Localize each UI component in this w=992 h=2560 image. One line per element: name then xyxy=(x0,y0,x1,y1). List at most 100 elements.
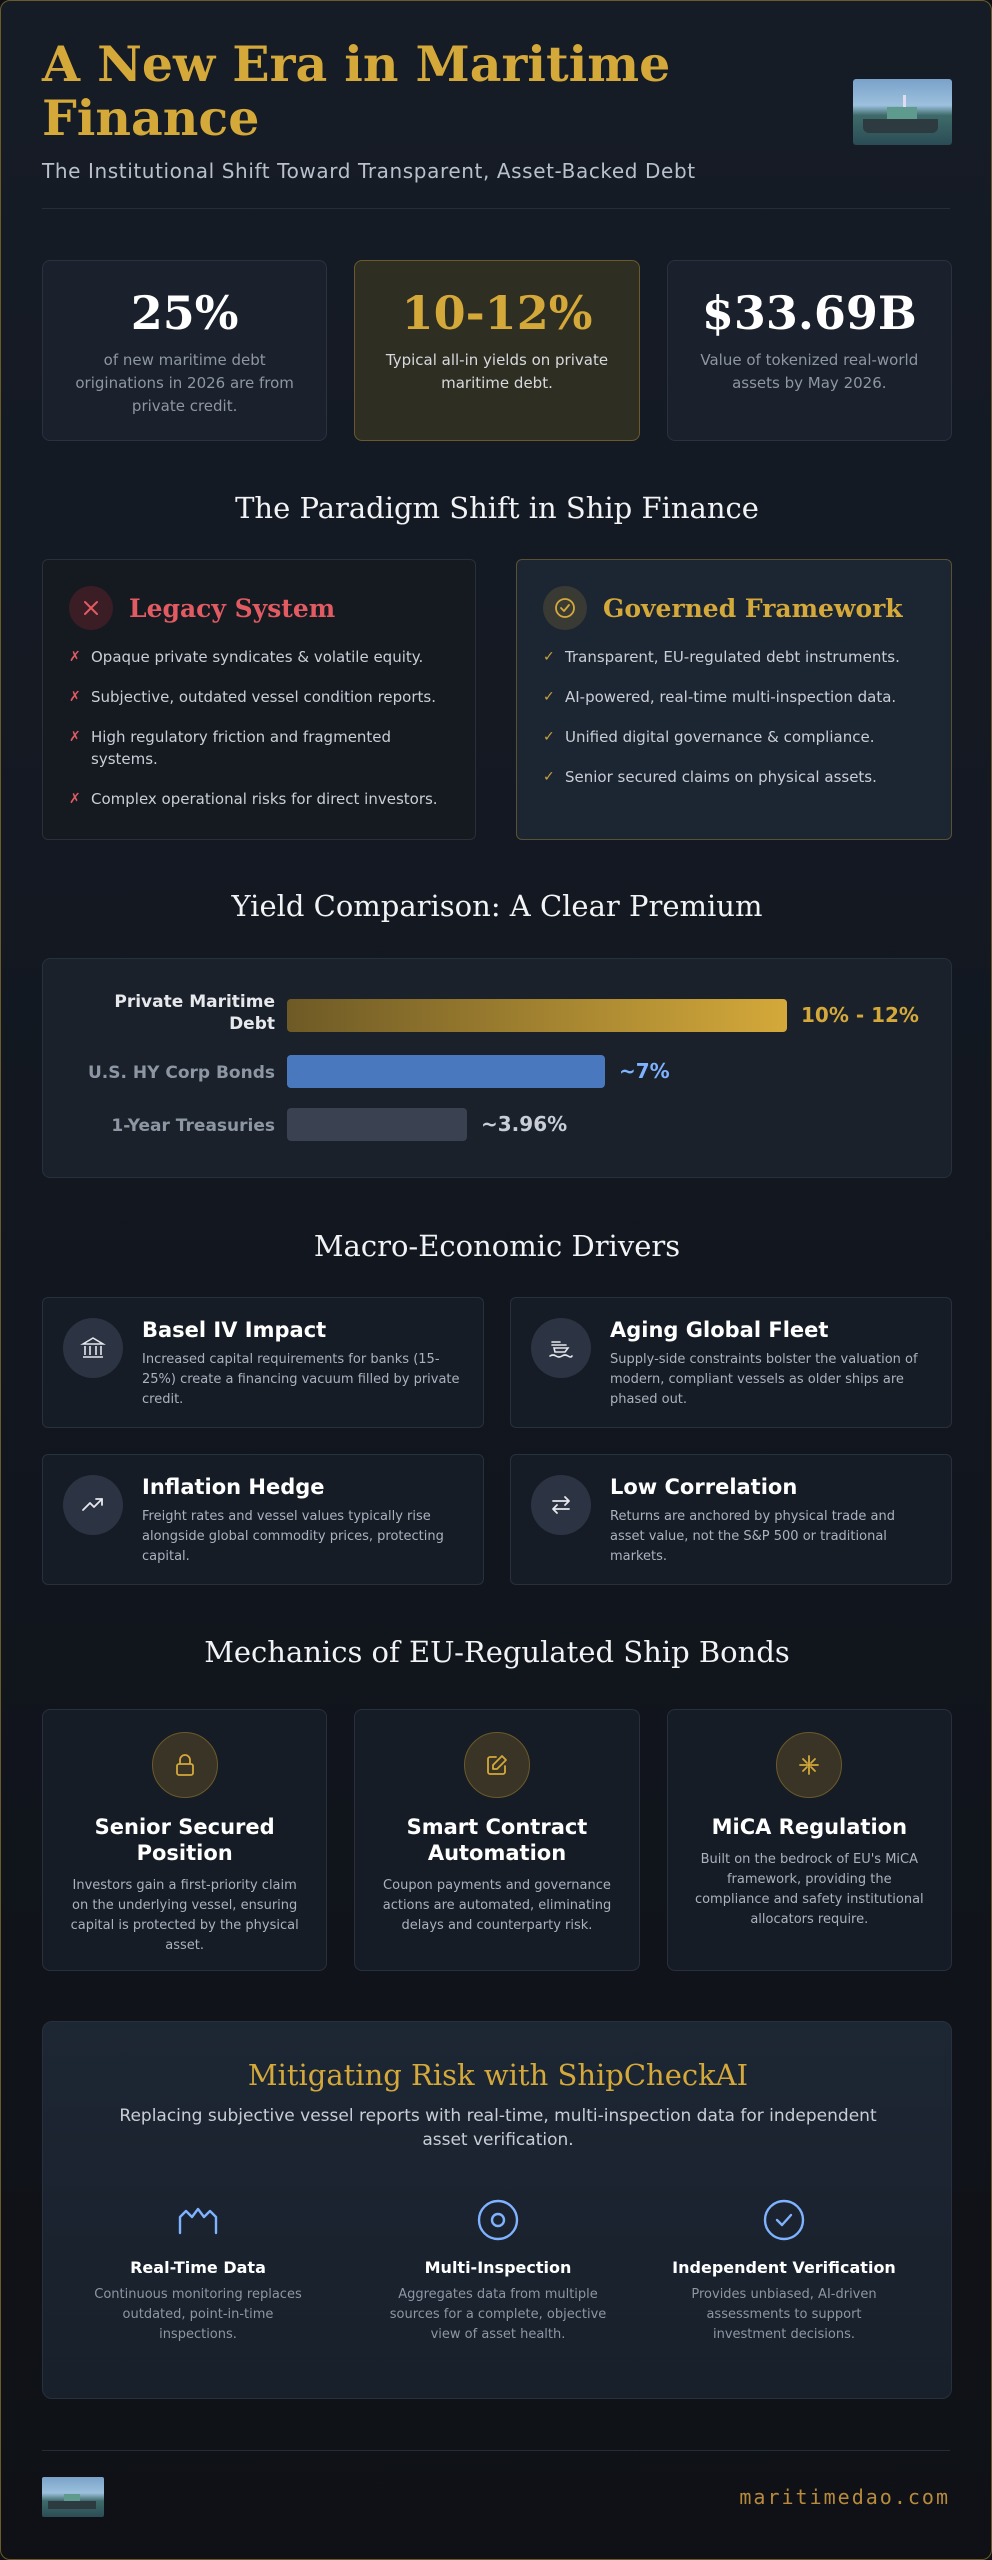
risk-feature: Real-Time Data Continuous monitoring rep… xyxy=(68,2196,328,2345)
driver-title: Aging Global Fleet xyxy=(610,1318,829,1342)
list-item: ✗ Opaque private syndicates & volatile eq… xyxy=(69,648,424,666)
cross-icon: ✗ xyxy=(69,729,81,745)
stat-card: 25% of new maritime debt originations in… xyxy=(42,260,328,441)
yield-row: U.S. HY Corp Bonds ~7% xyxy=(43,1055,953,1095)
feature-title: Real-Time Data xyxy=(130,2258,266,2277)
check-icon: ✓ xyxy=(543,729,555,745)
feature-title: Multi-Inspection xyxy=(424,2258,572,2277)
arrows-swap-icon xyxy=(531,1475,591,1535)
stat-card-highlight: 10-12% Typical all-in yields on private … xyxy=(354,260,640,441)
check-icon: ✓ xyxy=(543,689,555,705)
driver-description: Increased capital requirements for banks… xyxy=(142,1352,460,1407)
driver-card: Low Correlation Returns are anchored by … xyxy=(510,1454,952,1585)
risk-feature: Independent Verification Provides unbias… xyxy=(654,2196,914,2345)
stat-value: $33.69B xyxy=(701,286,917,340)
driver-description: Returns are anchored by physical trade a… xyxy=(610,1509,895,1564)
driver-card: Inflation Hedge Freight rates and vessel… xyxy=(42,1454,484,1585)
mechanics-title: MiCA Regulation xyxy=(711,1815,908,1839)
badge-check-icon xyxy=(543,586,587,630)
footer-divider xyxy=(42,2450,950,2451)
yield-comparison-chart: Private Maritime Debt 10% - 12% U.S. HY … xyxy=(42,958,952,1178)
governed-framework-panel: Governed Framework ✓ Transparent, EU-regu… xyxy=(516,559,952,840)
stats-row: 25% of new maritime debt originations in… xyxy=(42,260,952,441)
footer-website-link[interactable]: maritimedao.com xyxy=(739,2485,950,2509)
yield-bar xyxy=(287,1108,467,1141)
driver-card: Basel IV Impact Increased capital requir… xyxy=(42,1297,484,1428)
legacy-title: Legacy System xyxy=(129,593,336,623)
paradigm-comparison: Legacy System ✗ Opaque private syndicates… xyxy=(42,559,952,840)
cross-icon: ✗ xyxy=(69,791,81,807)
risk-title: Mitigating Risk with ShipCheckAI xyxy=(247,2058,749,2092)
bank-icon xyxy=(63,1318,123,1378)
mechanics-title: Senior Secured Position xyxy=(94,1815,275,1865)
driver-title: Basel IV Impact xyxy=(142,1318,327,1342)
yield-value: ~3.96% xyxy=(481,1112,568,1136)
asterisk-icon xyxy=(776,1732,843,1798)
driver-title: Low Correlation xyxy=(610,1475,798,1499)
mechanics-row: Senior Secured Position Investors gain a… xyxy=(42,1709,952,1971)
yield-row: Private Maritime Debt 10% - 12% xyxy=(43,992,953,1034)
feature-description: Continuous monitoring replaces outdated,… xyxy=(94,2287,302,2342)
pulse-icon xyxy=(174,2196,222,2244)
risk-subtitle: Replacing subjective vessel reports with… xyxy=(119,2106,877,2150)
header: A New Era in Maritime Finance The Instit… xyxy=(42,37,952,207)
driver-card: Aging Global Fleet Supply-side constrain… xyxy=(510,1297,952,1428)
target-icon xyxy=(474,2196,522,2244)
driver-description: Supply-side constraints bolster the valu… xyxy=(610,1352,918,1407)
header-divider xyxy=(42,208,950,209)
driver-description: Freight rates and vessel values typicall… xyxy=(142,1509,444,1564)
list-item: ✓ Transparent, EU-regulated debt instrume… xyxy=(543,648,900,666)
mechanics-card: MiCA Regulation Built on the bedrock of … xyxy=(666,1709,952,1971)
yield-value: 10% - 12% xyxy=(801,1003,919,1027)
legacy-system-panel: Legacy System ✗ Opaque private syndicates… xyxy=(42,559,476,840)
yield-bar xyxy=(287,1055,605,1088)
list-item: ✓ Senior secured claims on physical asset… xyxy=(543,768,877,786)
ship-icon xyxy=(531,1318,591,1378)
stat-value: 10-12% xyxy=(401,286,593,340)
paradigm-section-title: The Paradigm Shift in Ship Finance xyxy=(235,491,759,525)
ship-image xyxy=(853,79,952,145)
stat-description: of new maritime debt originations in 202… xyxy=(75,351,294,415)
list-item: ✓ Unified digital governance & compliance… xyxy=(543,728,875,746)
cross-icon: ✗ xyxy=(69,649,81,665)
lock-icon xyxy=(151,1732,218,1798)
stat-description: Typical all-in yields on private maritim… xyxy=(385,351,609,392)
page-title: A New Era in Maritime Finance xyxy=(42,35,671,147)
yield-value: ~7% xyxy=(619,1059,670,1083)
mechanics-card: Smart Contract Automation Coupon payment… xyxy=(354,1709,640,1971)
mechanics-description: Coupon payments and governance actions a… xyxy=(382,1878,612,1933)
yield-section-title: Yield Comparison: A Clear Premium xyxy=(231,889,763,923)
footer-ship-image xyxy=(42,2477,104,2517)
stat-card: $33.69B Value of tokenized real-world as… xyxy=(666,260,952,441)
mechanics-card: Senior Secured Position Investors gain a… xyxy=(42,1709,328,1971)
governed-title: Governed Framework xyxy=(603,593,903,623)
list-item: ✗ Complex operational risks for direct in… xyxy=(69,790,438,808)
mechanics-description: Built on the bedrock of EU's MiCA framew… xyxy=(694,1852,924,1927)
edit-icon xyxy=(463,1732,530,1798)
drivers-section-title: Macro-Economic Drivers xyxy=(313,1229,681,1263)
feature-title: Independent Verification xyxy=(672,2258,896,2277)
mechanics-description: Investors gain a first-priority claim on… xyxy=(70,1878,299,1953)
yield-label: 1-Year Treasuries xyxy=(111,1116,275,1136)
stat-value: 25% xyxy=(130,286,239,340)
driver-title: Inflation Hedge xyxy=(142,1475,325,1499)
list-item: ✗ High regulatory friction and fragmented… xyxy=(69,728,392,768)
risk-panel: Mitigating Risk with ShipCheckAI Replaci… xyxy=(42,2021,952,2399)
check-circle-icon xyxy=(760,2196,808,2244)
check-icon: ✓ xyxy=(543,769,555,785)
trending-up-icon xyxy=(63,1475,123,1535)
yield-row: 1-Year Treasuries ~3.96% xyxy=(43,1108,953,1148)
page-subtitle: The Institutional Shift Toward Transpare… xyxy=(42,159,696,183)
list-item: ✗ Subjective, outdated vessel condition r… xyxy=(69,688,436,706)
mechanics-title: Smart Contract Automation xyxy=(406,1815,588,1865)
feature-description: Provides unbiased, AI-driven assessments… xyxy=(691,2287,877,2342)
mechanics-section-title: Mechanics of EU-Regulated Ship Bonds xyxy=(204,1635,790,1669)
cross-icon: ✗ xyxy=(69,689,81,705)
list-item: ✓ AI-powered, real-time multi-inspection … xyxy=(543,688,897,706)
feature-description: Aggregates data from multiple sources fo… xyxy=(389,2287,607,2342)
yield-bar xyxy=(287,999,787,1032)
drivers-grid: Basel IV Impact Increased capital requir… xyxy=(42,1297,952,1585)
yield-label: U.S. HY Corp Bonds xyxy=(88,1063,275,1083)
risk-feature: Multi-Inspection Aggregates data from mu… xyxy=(368,2196,628,2345)
